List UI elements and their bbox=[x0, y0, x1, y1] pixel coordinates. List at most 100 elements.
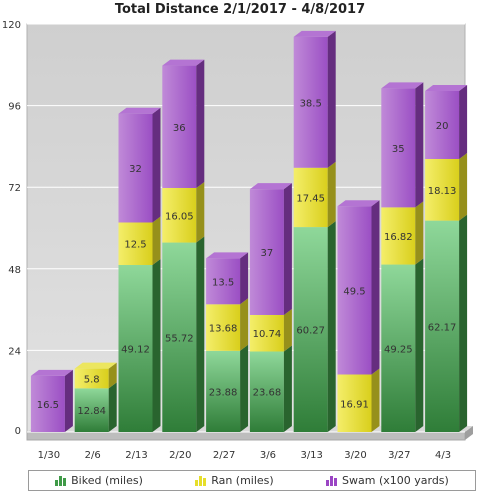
x-tick-label: 3/20 bbox=[344, 450, 366, 461]
bar-value-label: 16.91 bbox=[340, 399, 369, 410]
bar-segment bbox=[249, 351, 284, 432]
bar-segment bbox=[162, 187, 197, 243]
bar-stack: 16.91 49.5 bbox=[337, 200, 380, 432]
bar-segment bbox=[206, 350, 241, 432]
bar-segment-side bbox=[196, 236, 205, 432]
bar-segment-side bbox=[152, 216, 161, 265]
bar-segment bbox=[30, 375, 65, 432]
bar-stack: 62.17 18.13 20 bbox=[425, 84, 468, 432]
y-tick-label: 24 bbox=[8, 346, 21, 357]
bar-segment bbox=[118, 264, 153, 432]
y-axis: 0 24 48 72 96 120 bbox=[2, 20, 21, 437]
bar-value-label: 62.17 bbox=[428, 322, 457, 333]
bar-segment-side bbox=[327, 161, 336, 228]
bar-value-label: 20 bbox=[436, 121, 449, 132]
bar-stack: 60.27 17.45 38.5 bbox=[293, 30, 336, 432]
bar-value-label: 16.05 bbox=[165, 211, 194, 222]
bar-segment-side bbox=[283, 345, 292, 432]
legend-item: Ran (miles) bbox=[195, 474, 274, 487]
bar-segment-side bbox=[108, 362, 117, 389]
bar-value-label: 37 bbox=[261, 248, 274, 259]
x-tick-label: 2/6 bbox=[85, 450, 101, 461]
bar-segment-side bbox=[152, 258, 161, 432]
base-slab-side bbox=[465, 426, 473, 440]
bar-segment bbox=[74, 388, 109, 432]
bar-value-label: 16.82 bbox=[384, 232, 413, 243]
y-tick-label: 0 bbox=[15, 426, 21, 437]
bar-segment bbox=[293, 36, 328, 168]
bar-value-label: 16.5 bbox=[37, 400, 59, 411]
bar-top bbox=[74, 362, 117, 369]
bar-top bbox=[293, 30, 336, 37]
bar-segment-side bbox=[327, 30, 336, 168]
x-tick-label: 3/13 bbox=[300, 450, 322, 461]
bar-stack: 12.84 5.8 bbox=[74, 362, 117, 432]
bar-segment bbox=[425, 220, 460, 432]
bar-top bbox=[249, 183, 292, 190]
bar-segment bbox=[425, 158, 460, 221]
bar-segment-side bbox=[415, 258, 424, 432]
x-tick-label: 2/13 bbox=[125, 450, 147, 461]
bar-segment-side bbox=[152, 107, 161, 223]
bar-stack: 23.88 13.68 13.5 bbox=[206, 252, 249, 432]
bar-segment bbox=[206, 258, 241, 305]
bar-top bbox=[162, 59, 205, 66]
y-tick-label: 120 bbox=[2, 20, 21, 31]
bar-value-label: 49.5 bbox=[343, 286, 365, 297]
bar-segment-side bbox=[459, 84, 468, 159]
bar-stack: 49.12 12.5 32 bbox=[118, 107, 161, 432]
bar-value-label: 49.25 bbox=[384, 344, 413, 355]
bar-segment bbox=[337, 206, 372, 375]
bar-segment bbox=[293, 227, 328, 432]
bar-value-label: 35 bbox=[392, 144, 405, 155]
bar-value-label: 38.5 bbox=[300, 98, 322, 109]
x-tick-label: 2/27 bbox=[213, 450, 235, 461]
bar-segment-side bbox=[415, 82, 424, 208]
bar-segment-side bbox=[196, 181, 205, 243]
x-tick-label: 3/6 bbox=[260, 450, 276, 461]
x-tick-label: 2/20 bbox=[169, 450, 191, 461]
bar-top bbox=[206, 252, 249, 259]
bar-value-label: 55.72 bbox=[165, 333, 194, 344]
bar-value-label: 60.27 bbox=[296, 326, 325, 337]
legend-label: Swam (x100 yards) bbox=[342, 474, 449, 487]
bar-value-label: 18.13 bbox=[428, 186, 457, 197]
bar-value-label: 32 bbox=[129, 164, 142, 175]
bar-segment-side bbox=[459, 152, 468, 221]
bar-segment bbox=[337, 374, 372, 432]
bar-segment-side bbox=[283, 308, 292, 352]
bar-top bbox=[337, 200, 380, 207]
legend: Biked (miles) Ran (miles) Swam (x100 yards… bbox=[28, 470, 476, 491]
bar-value-label: 12.5 bbox=[124, 240, 146, 251]
base-slab bbox=[26, 431, 466, 441]
y-tick-label: 48 bbox=[8, 265, 21, 276]
bar-segment-side bbox=[283, 183, 292, 315]
bar-segment bbox=[162, 242, 197, 432]
bar-segment bbox=[162, 65, 197, 188]
legend-swatch-icon bbox=[195, 475, 207, 486]
bar-segment bbox=[74, 368, 109, 389]
bar-segment-side bbox=[64, 369, 73, 432]
y-tick-label: 72 bbox=[8, 183, 21, 194]
bar-segment-side bbox=[108, 382, 117, 432]
bar-segment bbox=[118, 222, 153, 265]
bar-segment-side bbox=[327, 221, 336, 432]
bar-segment bbox=[249, 314, 284, 352]
bar-value-label: 10.74 bbox=[253, 329, 282, 340]
bar-value-label: 36 bbox=[173, 123, 186, 134]
bar-stack: 55.72 16.05 36 bbox=[162, 59, 205, 432]
bar-segment-side bbox=[240, 252, 249, 305]
bar-segment-side bbox=[415, 201, 424, 265]
bar-segment-side bbox=[240, 344, 249, 432]
bar-stack: 16.5 bbox=[30, 369, 73, 432]
x-axis: 1/30 2/6 2/13 2/20 2/27 3/6 3/13 3/20 3/27 4/3 bbox=[38, 450, 451, 461]
bar-segment bbox=[206, 304, 241, 351]
x-tick-label: 3/27 bbox=[388, 450, 410, 461]
bar-value-label: 13.68 bbox=[209, 324, 238, 335]
chart-title: Total Distance 2/1/2017 - 4/8/2017 bbox=[114, 2, 366, 17]
x-tick-label: 4/3 bbox=[435, 450, 451, 461]
bar-segment bbox=[425, 90, 460, 159]
legend-label: Biked (miles) bbox=[71, 474, 143, 487]
bar-segment bbox=[249, 189, 284, 315]
